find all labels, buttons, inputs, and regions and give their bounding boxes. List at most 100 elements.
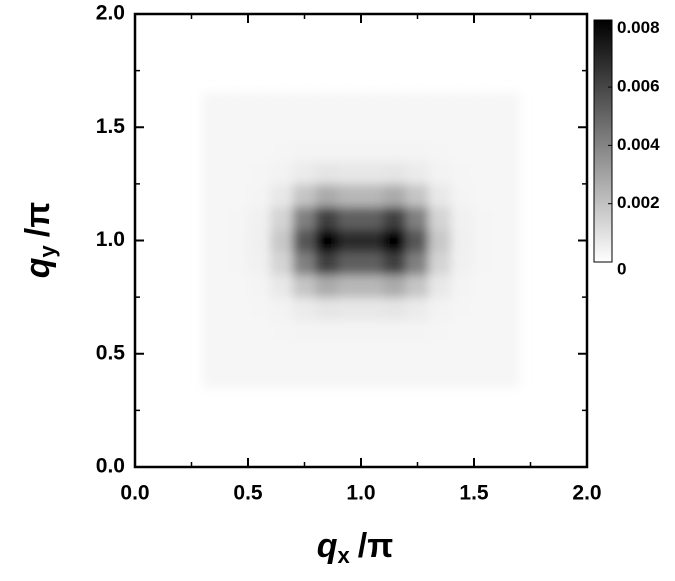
heat-cell: [405, 183, 430, 208]
heat-cell: [360, 251, 385, 275]
heat-cell: [247, 228, 272, 253]
y-tick-label: 0.5: [96, 341, 126, 364]
heat-cell: [292, 206, 317, 230]
heat-cell: [202, 92, 226, 117]
heat-cell: [292, 319, 317, 343]
heat-cell: [202, 138, 226, 162]
heat-cell: [405, 251, 430, 275]
heat-cell: [270, 273, 294, 298]
heat-cell: [383, 296, 407, 321]
heat-cell: [270, 92, 294, 117]
heat-cell: [224, 273, 249, 298]
heat-cell: [292, 160, 317, 185]
heat-cell: [202, 183, 226, 208]
heat-cell: [428, 319, 452, 343]
heat-cell: [292, 341, 317, 366]
heat-cell: [405, 319, 430, 343]
heat-cell: [473, 138, 498, 162]
heat-cell: [270, 115, 294, 140]
heat-cell: [315, 115, 339, 140]
heat-cell: [496, 228, 520, 253]
heat-cell: [247, 364, 272, 389]
heat-cell: [315, 364, 339, 389]
plot-frame: [133, 12, 589, 469]
heat-cell: [473, 206, 498, 230]
heat-cell: [292, 115, 317, 140]
heat-cell: [292, 251, 317, 275]
heat-cell: [247, 138, 272, 162]
heat-cell: [315, 251, 339, 275]
x-tick-label: 1.5: [459, 482, 489, 505]
heat-cell: [496, 160, 520, 185]
heat-cell: [360, 319, 385, 343]
heat-cell: [450, 183, 475, 208]
heat-cell: [360, 160, 385, 185]
heat-cell: [473, 92, 498, 117]
heat-cell: [270, 341, 294, 366]
heat-cell: [405, 160, 430, 185]
heat-cell: [337, 341, 362, 366]
y-tick-label: 2.0: [96, 2, 125, 25]
heat-cell: [292, 273, 317, 298]
heat-cell: [247, 183, 272, 208]
heat-cell: [247, 319, 272, 343]
heat-cell: [383, 341, 407, 366]
heat-cell: [450, 364, 475, 389]
heat-cell: [496, 251, 520, 275]
heat-cell: [496, 115, 520, 140]
heat-cell: [292, 138, 317, 162]
heat-cell: [360, 206, 385, 230]
heat-cell: [202, 206, 226, 230]
heat-cell: [337, 228, 362, 253]
heat-cell: [292, 364, 317, 389]
heat-cell: [337, 273, 362, 298]
colorbar: [593, 19, 613, 263]
heat-cell: [383, 92, 407, 117]
y-tick-label: 1.5: [96, 115, 126, 138]
heat-cell: [247, 296, 272, 321]
heat-cell: [428, 138, 452, 162]
heat-cell: [473, 160, 498, 185]
heat-cell: [383, 364, 407, 389]
heat-cell: [224, 206, 249, 230]
heat-cell: [247, 206, 272, 230]
heat-cell: [202, 341, 226, 366]
heat-cell: [270, 251, 294, 275]
heat-cell: [202, 319, 226, 343]
heat-cell: [383, 115, 407, 140]
heat-cell: [450, 138, 475, 162]
heat-cell: [473, 296, 498, 321]
heat-cell: [473, 228, 498, 253]
heat-cell: [383, 319, 407, 343]
heat-cell: [496, 296, 520, 321]
heat-cell: [224, 364, 249, 389]
heat-cell: [224, 183, 249, 208]
heat-cell: [405, 341, 430, 366]
heat-cell: [473, 341, 498, 366]
heat-cell: [315, 296, 339, 321]
heat-cell: [292, 228, 317, 253]
colorbar-tick-label: 0.008: [617, 18, 660, 37]
colorbar-tick-label: 0.002: [617, 193, 660, 212]
heat-cell: [383, 183, 407, 208]
heat-cell: [428, 206, 452, 230]
heat-cell: [360, 341, 385, 366]
heat-cell: [450, 319, 475, 343]
heat-cell: [270, 138, 294, 162]
heat-cell: [337, 92, 362, 117]
heat-cell: [428, 296, 452, 321]
heat-cell: [360, 183, 385, 208]
heat-cell: [292, 92, 317, 117]
heat-cell: [473, 251, 498, 275]
heat-cell: [315, 273, 339, 298]
heat-cell: [496, 364, 520, 389]
heat-cell: [292, 296, 317, 321]
heat-cell: [315, 341, 339, 366]
x-tick-label: 1.0: [346, 482, 375, 505]
heat-cell: [496, 319, 520, 343]
heat-cell: [337, 319, 362, 343]
colorbar-tick-label: 0.004: [617, 135, 660, 154]
heat-cell: [337, 160, 362, 185]
heat-cell: [270, 160, 294, 185]
heat-cell: [337, 251, 362, 275]
